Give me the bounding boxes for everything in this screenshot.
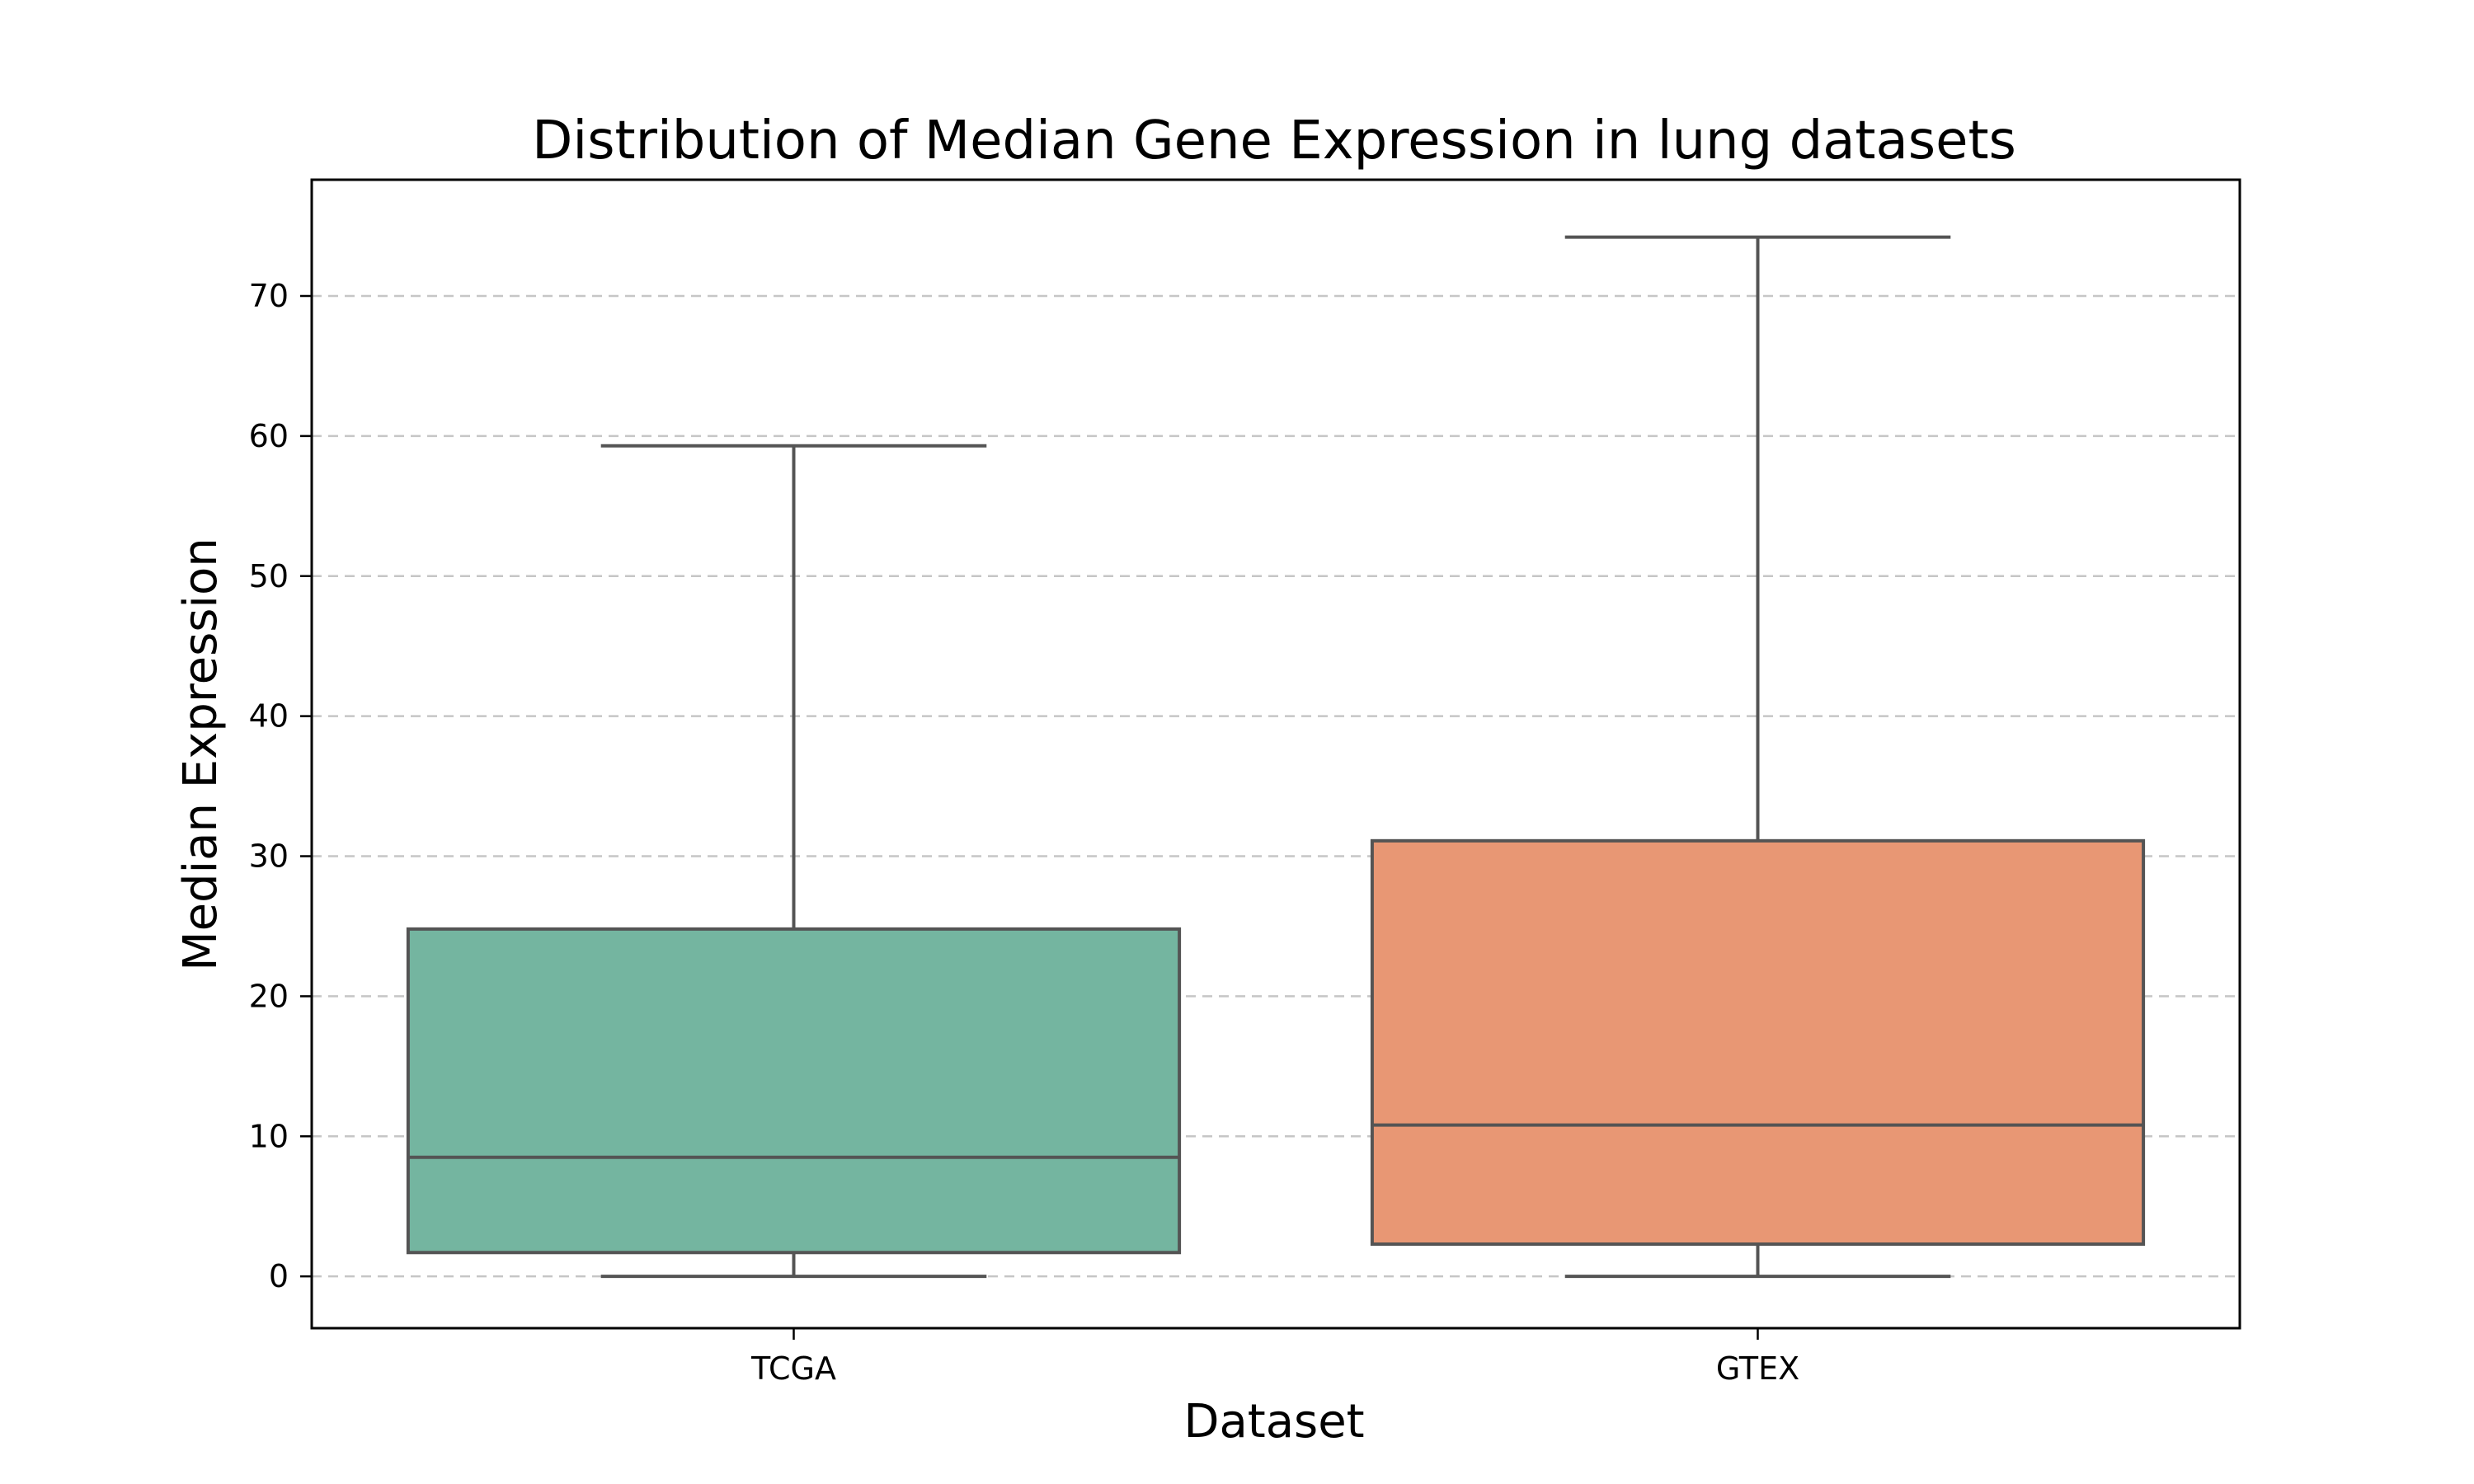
chart-title: Distribution of Median Gene Expression i… <box>532 110 2016 171</box>
y-axis-label: Median Expression <box>174 538 228 970</box>
y-tick-label: 50 <box>249 558 289 594</box>
iqr-box <box>406 927 1182 1255</box>
y-tick-label: 30 <box>249 838 289 875</box>
y-tick-label: 70 <box>249 278 289 314</box>
x-axis-label: Dataset <box>1183 1395 1364 1449</box>
y-tick-label: 0 <box>269 1258 289 1294</box>
y-axis-ticks: 0 10 20 30 40 50 60 70 <box>249 278 312 1294</box>
box-group-gtex <box>1370 235 2146 1279</box>
x-tick-label: GTEX <box>1716 1350 1799 1387</box>
y-tick-label: 60 <box>249 418 289 454</box>
x-axis-ticks: TCGA GTEX <box>750 1328 1799 1387</box>
y-tick-label: 40 <box>249 698 289 735</box>
plot-frame <box>310 178 2241 1330</box>
iqr-box <box>1370 838 2146 1247</box>
box-plot-series <box>406 235 2146 1279</box>
x-tick-label: TCGA <box>750 1350 836 1387</box>
box-group-tcga <box>406 444 1182 1279</box>
y-tick-label: 20 <box>249 978 289 1014</box>
y-tick-label: 10 <box>249 1118 289 1154</box>
